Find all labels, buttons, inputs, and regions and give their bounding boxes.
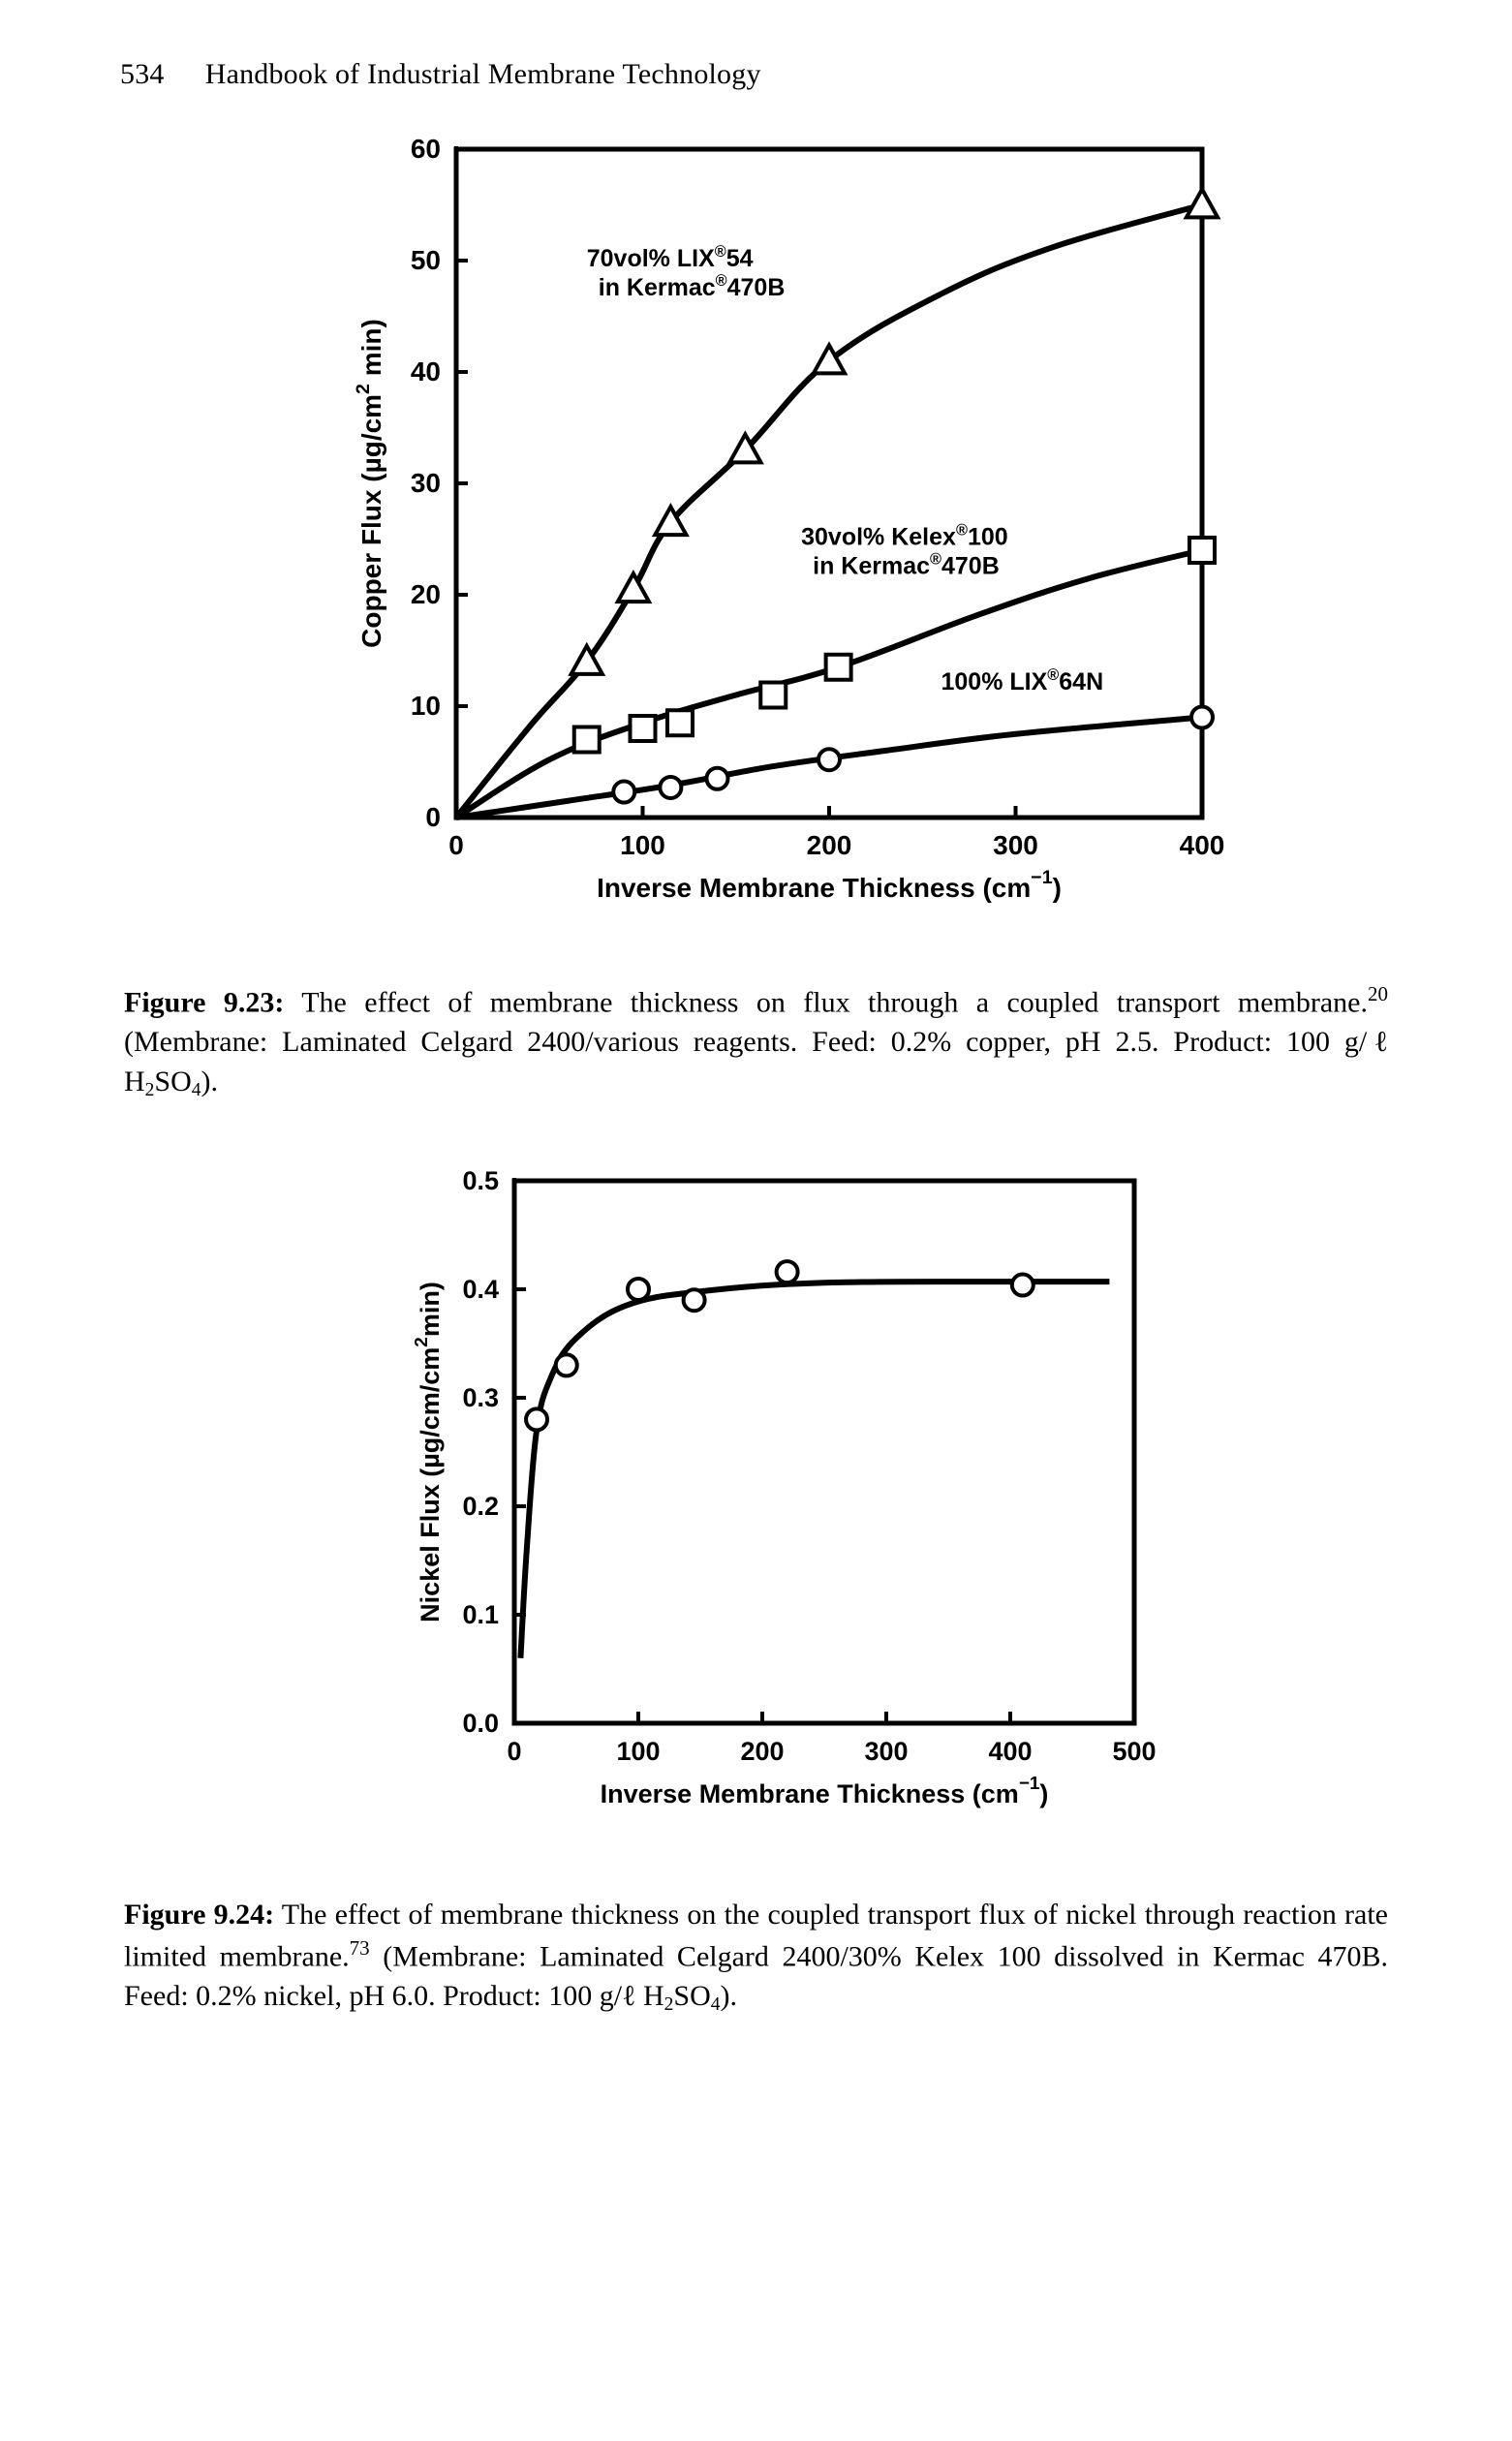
h2so4-sub1: 2 — [145, 1079, 155, 1099]
caption-9-23-ref: 20 — [1368, 982, 1388, 1005]
svg-text:400: 400 — [988, 1737, 1032, 1766]
svg-text:50: 50 — [410, 245, 440, 275]
svg-text:200: 200 — [740, 1737, 784, 1766]
h2so4b-sub2: 4 — [711, 1994, 721, 2015]
caption-9-24: Figure 9.24: The effect of membrane thic… — [124, 1896, 1388, 2019]
caption-9-23-label: Figure 9.23: — [124, 987, 284, 1019]
caption-9-24-end: ). — [721, 1980, 738, 2012]
svg-text:0: 0 — [507, 1737, 521, 1766]
h2so4-sub2: 4 — [192, 1079, 201, 1099]
svg-text:30vol% Kelex®100: 30vol% Kelex®100 — [801, 521, 1008, 550]
page-header: 534 Handbook of Industrial Membrane Tech… — [120, 58, 1396, 91]
chart-9-24: 0 100 200 300 400 500 0.0 0.1 0.2 0.3 0.4 0.5 Invers… — [321, 1152, 1192, 1869]
figure-9-24: 0 100 200 300 400 500 0.0 0.1 0.2 0.3 0.4 0.5 Invers… — [116, 1152, 1396, 1869]
caption-9-24-label: Figure 9.24: — [124, 1899, 274, 1931]
caption-9-23-rest: (Membrane: Laminated Celgard 2400/variou… — [124, 1026, 1388, 1097]
svg-text:Inverse Membrane Thickness (c: Inverse Membrane Thickness (cm−1) — [597, 867, 1062, 903]
chart-9-23: 0 100 200 300 400 0 10 20 30 40 50 60 Inverse Membra… — [262, 120, 1250, 953]
h2so4-mid: SO — [154, 1066, 191, 1097]
svg-text:10: 10 — [410, 691, 440, 721]
caption-9-24-ref: 73 — [350, 1936, 370, 1960]
svg-text:Copper Flux (µg/cm2 min): Copper Flux (µg/cm2 min) — [353, 319, 386, 648]
svg-text:Nickel Flux (µg/cm/cm2min): Nickel Flux (µg/cm/cm2min) — [412, 1282, 445, 1622]
svg-text:60: 60 — [410, 134, 440, 164]
svg-text:0.5: 0.5 — [462, 1166, 499, 1195]
svg-text:300: 300 — [864, 1737, 908, 1766]
svg-text:0.3: 0.3 — [462, 1383, 499, 1412]
book-title: Handbook of Industrial Membrane Technolo… — [205, 58, 761, 90]
svg-text:0.4: 0.4 — [462, 1275, 499, 1304]
svg-text:200: 200 — [806, 830, 851, 860]
caption-9-23-end: ). — [201, 1066, 219, 1097]
svg-text:Inverse Membrane Thickness (c: Inverse Membrane Thickness (cm−1) — [600, 1774, 1048, 1808]
svg-text:0.2: 0.2 — [462, 1492, 499, 1521]
figure-9-23: 0 100 200 300 400 0 10 20 30 40 50 60 Inverse Membra… — [116, 120, 1396, 953]
svg-text:in Kermac®470B: in Kermac®470B — [813, 550, 1000, 579]
svg-text:100: 100 — [616, 1737, 660, 1766]
svg-text:400: 400 — [1179, 830, 1224, 860]
svg-text:30: 30 — [410, 468, 440, 498]
svg-text:100% LIX®64N: 100% LIX®64N — [941, 666, 1103, 695]
caption-9-23: Figure 9.23: The effect of membrane thic… — [124, 980, 1388, 1103]
h2so4b-sub1: 2 — [664, 1994, 674, 2015]
svg-text:0: 0 — [448, 830, 464, 860]
svg-text:20: 20 — [410, 579, 440, 609]
page-number: 534 — [120, 58, 198, 91]
svg-text:40: 40 — [410, 356, 440, 386]
svg-text:70vol% LIX®54: 70vol% LIX®54 — [586, 243, 753, 272]
svg-text:0.0: 0.0 — [462, 1709, 499, 1738]
svg-text:500: 500 — [1112, 1737, 1156, 1766]
h2so4b-mid: SO — [673, 1980, 710, 2012]
svg-text:100: 100 — [620, 830, 665, 860]
svg-text:0.1: 0.1 — [462, 1600, 499, 1629]
svg-text:0: 0 — [425, 802, 441, 832]
svg-text:300: 300 — [993, 830, 1038, 860]
svg-text:in Kermac®470B: in Kermac®470B — [598, 272, 785, 301]
caption-9-23-text: The effect of membrane thickness on flux… — [301, 987, 1368, 1019]
